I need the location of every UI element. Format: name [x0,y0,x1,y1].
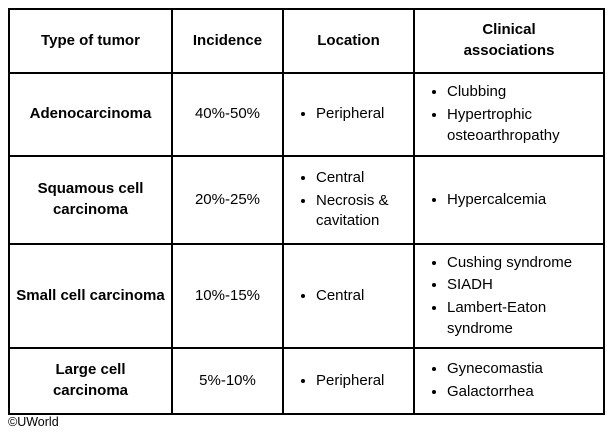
incidence-cell: 5%-10% [171,347,284,415]
table-row-squamous-cell: Squamous cell carcinoma 20%-25% Central … [8,155,605,245]
tumor-type-cell: Adenocarcinoma [8,72,173,157]
lung-tumor-table: Type of tumor Incidence Location Clinica… [8,8,605,415]
column-header-incidence: Incidence [171,8,284,74]
clinical-list: Gynecomastia Galactorrhea [421,359,597,402]
list-item: Hypertrophic osteoarthropathy [447,105,597,146]
list-item: Hypercalcemia [447,190,597,211]
location-cell: Central Necrosis & cavitation [282,155,415,245]
copyright-text: ©UWorld [8,415,59,429]
list-item: Gynecomastia [447,359,597,380]
tumor-type-cell: Small cell carcinoma [8,243,173,349]
location-list: Central Necrosis & cavitation [290,168,407,232]
location-cell: Peripheral [282,347,415,415]
column-header-clinical: Clinical associations [413,8,605,74]
list-item: Central [316,168,407,189]
incidence-cell: 10%-15% [171,243,284,349]
list-item: Necrosis & cavitation [316,191,407,232]
clinical-list: Cushing syndrome SIADH Lambert-Eaton syn… [421,253,597,340]
list-item: Cushing syndrome [447,253,597,274]
column-header-location-label: Location [317,31,380,49]
column-header-incidence-label: Incidence [192,31,263,49]
list-item: Clubbing [447,82,597,103]
clinical-cell: Gynecomastia Galactorrhea [413,347,605,415]
list-item: Peripheral [316,104,407,125]
clinical-cell: Clubbing Hypertrophic osteoarthropathy [413,72,605,157]
location-list: Peripheral [290,371,407,392]
location-list: Central [290,286,407,307]
list-item: Galactorrhea [447,382,597,403]
table-row-small-cell: Small cell carcinoma 10%-15% Central Cus… [8,243,605,349]
table-row-large-cell: Large cell carcinoma 5%-10% Peripheral G… [8,347,605,415]
list-item: Lambert-Eaton syndrome [447,298,597,339]
clinical-list: Clubbing Hypertrophic osteoarthropathy [421,82,597,146]
column-header-type: Type of tumor [8,8,173,74]
location-cell: Peripheral [282,72,415,157]
clinical-list: Hypercalcemia [421,190,597,211]
tumor-type-cell: Large cell carcinoma [8,347,173,415]
list-item: SIADH [447,275,597,296]
clinical-cell: Hypercalcemia [413,155,605,245]
column-header-type-label: Type of tumor [41,31,140,49]
header-row: Type of tumor Incidence Location Clinica… [8,8,605,74]
location-list: Peripheral [290,104,407,125]
list-item: Central [316,286,407,307]
clinical-cell: Cushing syndrome SIADH Lambert-Eaton syn… [413,243,605,349]
tumor-type-cell: Squamous cell carcinoma [8,155,173,245]
column-header-clinical-label: Clinical associations [463,21,555,59]
table-row-adenocarcinoma: Adenocarcinoma 40%-50% Peripheral Clubbi… [8,72,605,157]
incidence-cell: 20%-25% [171,155,284,245]
list-item: Peripheral [316,371,407,392]
incidence-cell: 40%-50% [171,72,284,157]
column-header-location: Location [282,8,415,74]
location-cell: Central [282,243,415,349]
